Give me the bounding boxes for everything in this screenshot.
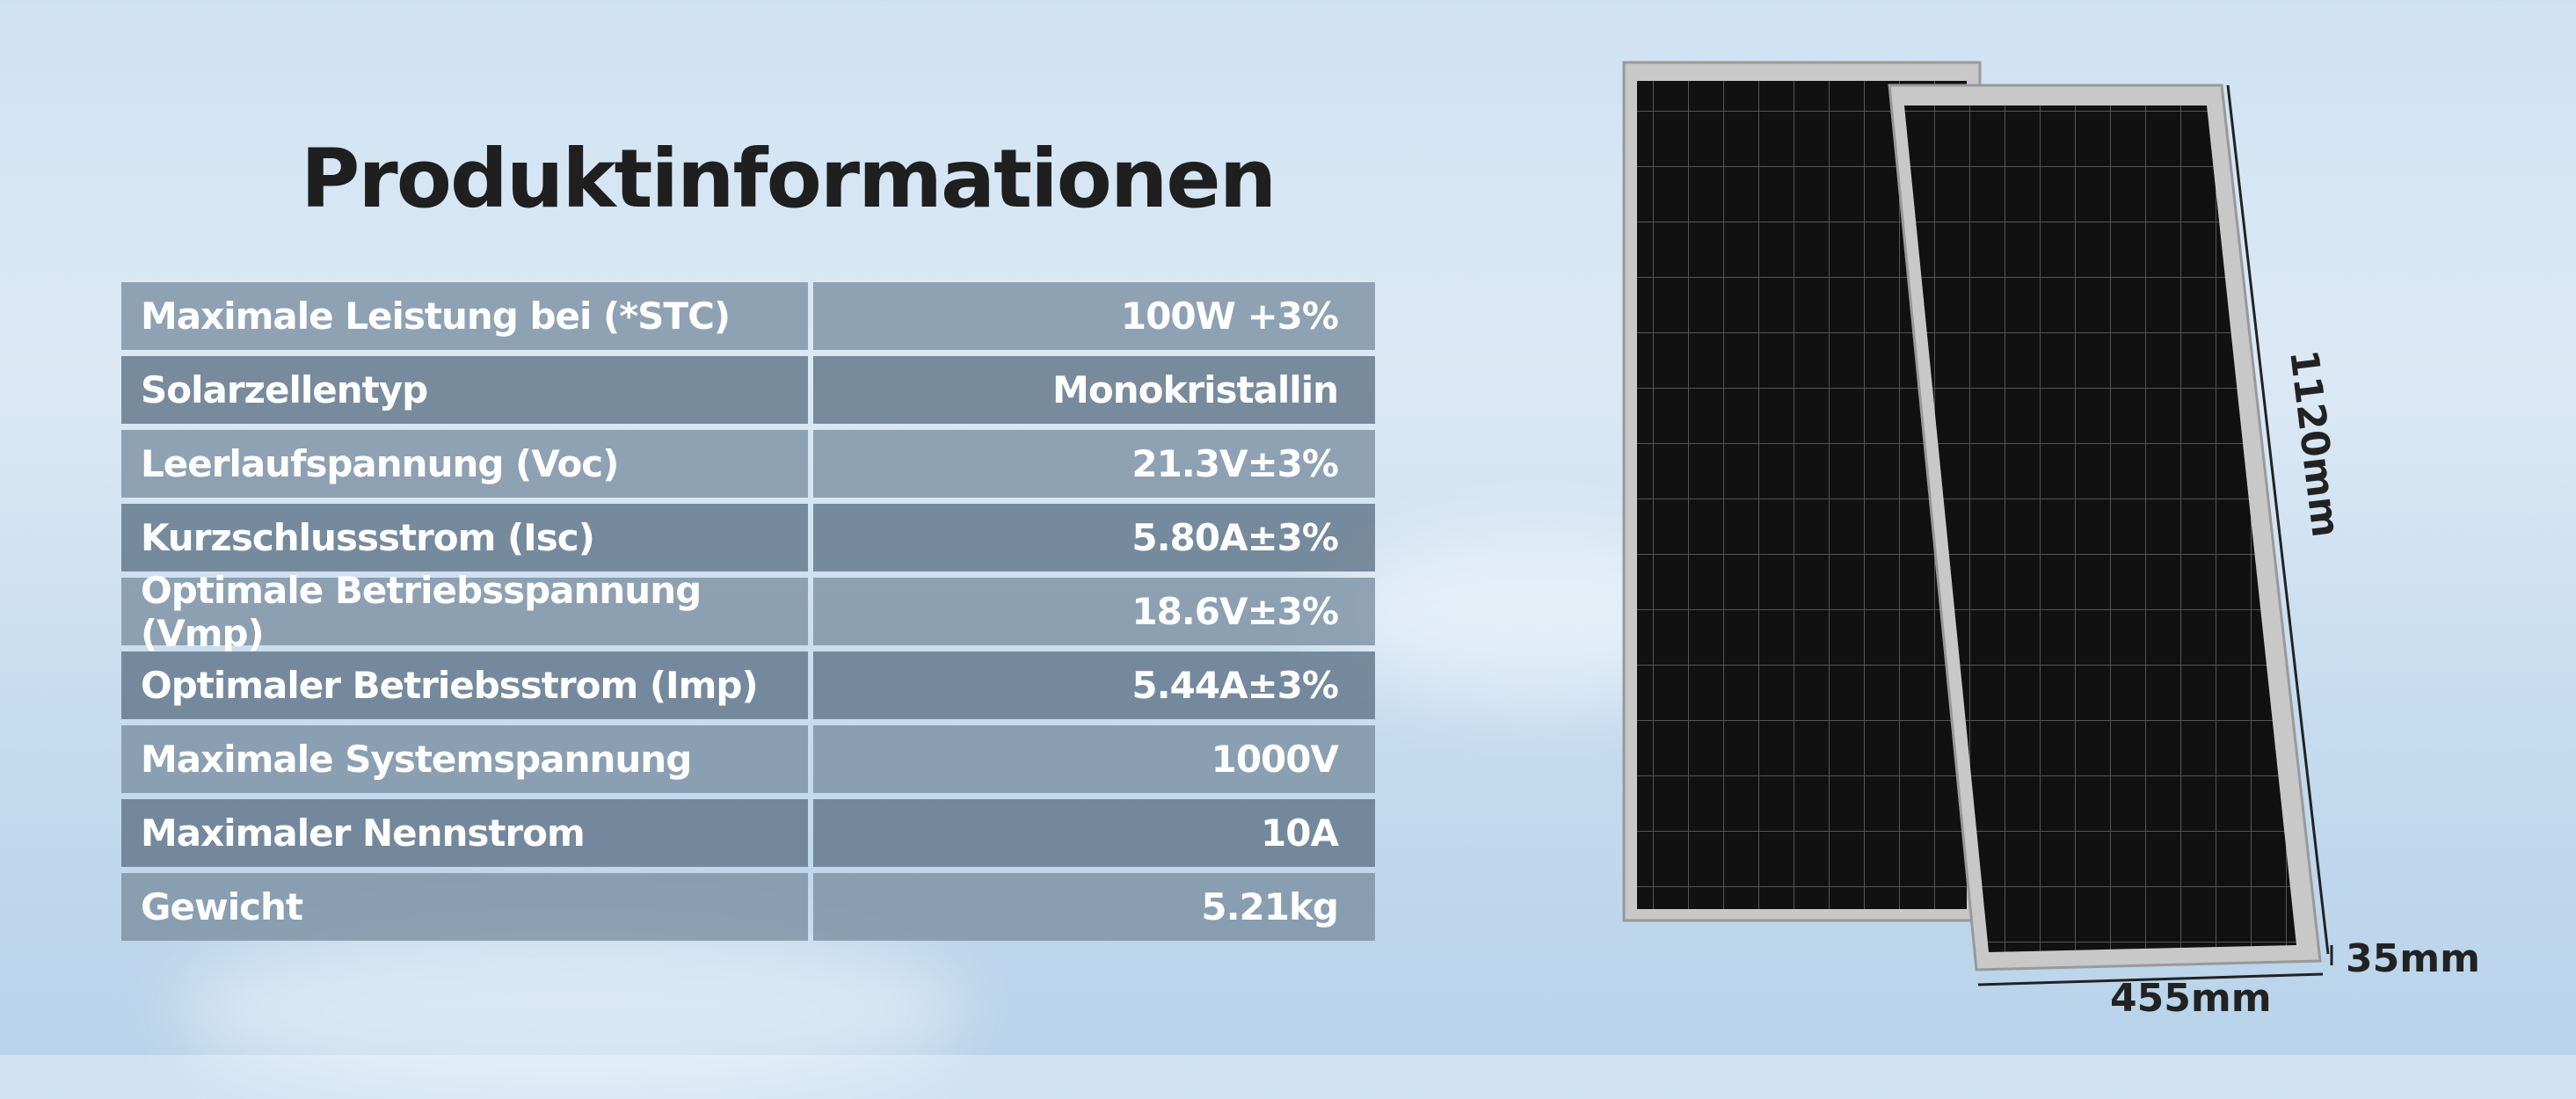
- spec-value: 100W +3%: [813, 282, 1375, 350]
- spec-row: Kurzschlussstrom (Isc) 5.80A±3%: [121, 504, 1375, 571]
- dim-line: [2226, 84, 2330, 955]
- spec-value: 5.80A±3%: [813, 504, 1375, 571]
- spec-label: Gewicht: [121, 873, 808, 941]
- spec-label: Maximale Systemspannung: [121, 725, 808, 793]
- spec-row: Optimaler Betriebsstrom (Imp) 5.44A±3%: [121, 651, 1375, 719]
- dim-width: 455mm: [2110, 976, 2272, 1021]
- page: Produktinformationen Maximale Leistung b…: [0, 0, 2576, 1055]
- spec-row: Gewicht 5.21kg: [121, 873, 1375, 941]
- spec-value: Monokristallin: [813, 356, 1375, 424]
- spec-label: Maximale Leistung bei (*STC): [121, 282, 808, 350]
- spec-label: Kurzschlussstrom (Isc): [121, 504, 808, 571]
- panel-illustration: 1120mm 455mm 35mm: [1622, 61, 2480, 1021]
- spec-value: 10A: [813, 799, 1375, 867]
- panel-front-cells: [1904, 106, 2296, 952]
- spec-row: Leerlaufspannung (Voc) 21.3V±3%: [121, 430, 1375, 498]
- spec-table: Maximale Leistung bei (*STC) 100W +3% Sola…: [121, 282, 1375, 947]
- spec-value: 5.21kg: [813, 873, 1375, 941]
- spec-value: 18.6V±3%: [813, 578, 1375, 645]
- dim-height: 1120mm: [2281, 347, 2348, 540]
- spec-label: Optimaler Betriebsstrom (Imp): [121, 651, 808, 719]
- spec-label: Leerlaufspannung (Voc): [121, 430, 808, 498]
- spec-row: Maximale Leistung bei (*STC) 100W +3%: [121, 282, 1375, 350]
- spec-value: 1000V: [813, 725, 1375, 793]
- spec-row: Solarzellentyp Monokristallin: [121, 356, 1375, 424]
- spec-label: Maximaler Nennstrom: [121, 799, 808, 867]
- spec-value: 5.44A±3%: [813, 651, 1375, 719]
- spec-value: 21.3V±3%: [813, 430, 1375, 498]
- dim-line: [1977, 972, 2324, 986]
- spec-label: Solarzellentyp: [121, 356, 808, 424]
- spec-row: Maximale Systemspannung 1000V: [121, 725, 1375, 793]
- spec-row: Maximaler Nennstrom 10A: [121, 799, 1375, 867]
- title: Produktinformationen: [301, 132, 1277, 226]
- dim-depth: 35mm: [2346, 936, 2480, 981]
